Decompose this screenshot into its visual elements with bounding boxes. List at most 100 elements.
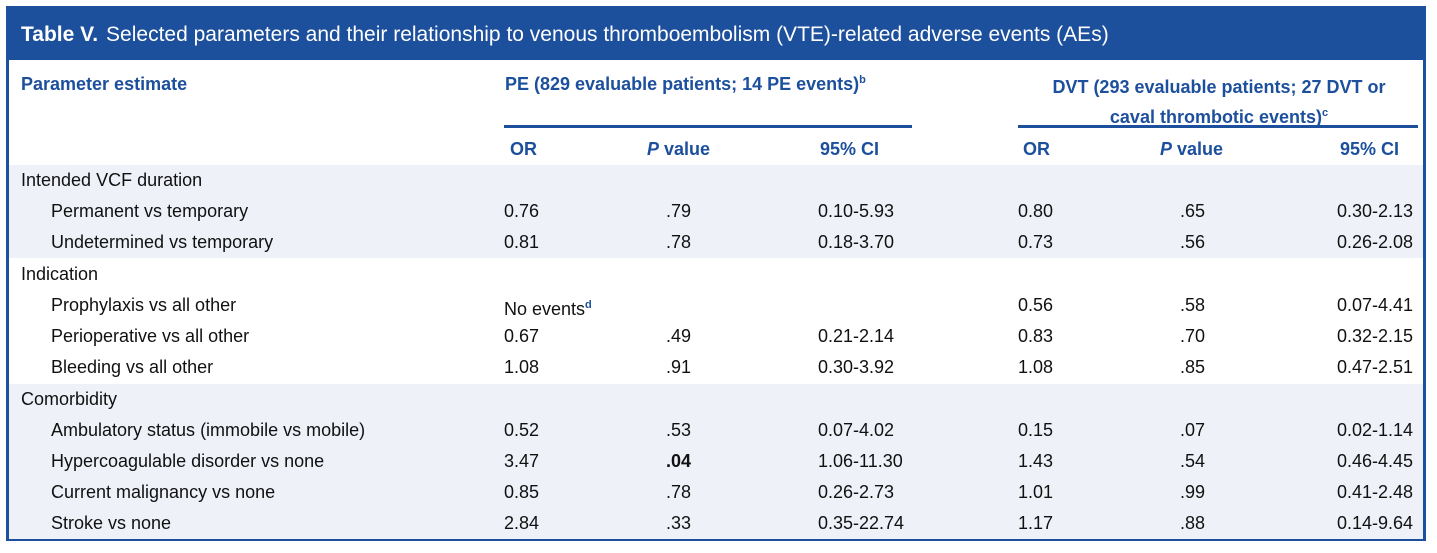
dvt-p-value: .99 — [1180, 482, 1206, 502]
header-dvt-p-rest: value — [1172, 139, 1224, 159]
row-label: Undetermined vs temporary — [51, 232, 274, 252]
header-dvt-group-line2-text: caval thrombotic events) — [1109, 107, 1322, 127]
pe-p-value: .79 — [666, 201, 692, 221]
header-pe-footnote: b — [859, 74, 866, 86]
section-label: Indication — [21, 264, 99, 284]
pe-p-value: .78 — [666, 482, 692, 502]
header-pe-or: OR — [510, 139, 537, 159]
pe-or-text: No events — [504, 299, 586, 319]
row-label: Stroke vs none — [51, 513, 172, 533]
pe-or: 0.76 — [504, 201, 540, 221]
table-row: Perioperative vs all other 0.67 .49 0.21… — [9, 321, 1423, 352]
pe-or: 1.08 — [504, 357, 540, 377]
dvt-p-value: .07 — [1180, 420, 1206, 440]
pe-p-value: .78 — [666, 232, 692, 252]
pe-or: 0.85 — [504, 482, 540, 502]
table-row: Prophylaxis vs all other No eventsd 0.56… — [9, 290, 1423, 321]
pe-ci: 0.35-22.74 — [818, 513, 905, 533]
table-row: Permanent vs temporary 0.76 .79 0.10-5.9… — [9, 196, 1423, 227]
dvt-or: 0.83 — [1018, 326, 1054, 346]
row-label: Current malignancy vs none — [51, 482, 276, 502]
dvt-or: 1.01 — [1018, 482, 1054, 502]
section-row-indication: Indication — [9, 259, 1423, 290]
header-pe-group-text: PE (829 evaluable patients; 14 PE events… — [505, 74, 860, 94]
header-dvt-ci: 95% CI — [1340, 139, 1400, 159]
dvt-or: 0.80 — [1018, 201, 1054, 221]
pe-or: 0.52 — [504, 420, 540, 440]
pe-p-value: .91 — [666, 357, 692, 377]
table-row: Current malignancy vs none 0.85 .78 0.26… — [9, 477, 1423, 508]
pe-p-value: .53 — [666, 420, 692, 440]
header-dvt-group-line2: caval thrombotic events)c — [1019, 100, 1419, 130]
dvt-ci: 0.14-9.64 — [1336, 513, 1413, 533]
header-pe-ci: 95% CI — [820, 139, 880, 159]
header-pe-p-italic: P — [647, 139, 660, 159]
header-dvt-group-line1: DVT (293 evaluable patients; 27 DVT or — [1052, 77, 1386, 97]
dvt-ci: 0.47-2.51 — [1336, 357, 1413, 377]
dvt-ci: 0.02-1.14 — [1336, 420, 1413, 440]
dvt-or: 1.43 — [1018, 451, 1054, 471]
dvt-ci: 0.41-2.48 — [1336, 482, 1413, 502]
dvt-or: 0.56 — [1018, 295, 1054, 315]
row-label: Permanent vs temporary — [51, 201, 249, 221]
pe-or: 0.67 — [504, 326, 540, 346]
header-dvt-group: DVT (293 evaluable patients; 27 DVT or c… — [1019, 74, 1419, 130]
pe-ci: 1.06-11.30 — [818, 451, 903, 471]
header-pe-p-rest: value — [659, 139, 711, 159]
dvt-group-rule — [1018, 125, 1418, 128]
pe-or: 2.84 — [504, 513, 540, 533]
section-label: Comorbidity — [21, 389, 118, 409]
pe-ci: 0.30-3.92 — [818, 357, 895, 377]
table-frame: Table V. Selected parameters and their re… — [6, 6, 1426, 541]
dvt-p-value: .88 — [1180, 513, 1206, 533]
section-label: Intended VCF duration — [21, 170, 203, 190]
dvt-ci: 0.30-2.13 — [1336, 201, 1413, 221]
dvt-ci: 0.07-4.41 — [1336, 295, 1413, 315]
header-dvt-p-italic: P — [1160, 139, 1173, 159]
table-header: Parameter estimate PE (829 evaluable pat… — [9, 60, 1423, 170]
dvt-or: 1.08 — [1018, 357, 1054, 377]
table-row: Bleeding vs all other 1.08 .91 0.30-3.92… — [9, 352, 1423, 383]
pe-ci: 0.21-2.14 — [818, 326, 895, 346]
dvt-or: 0.73 — [1018, 232, 1054, 252]
pe-or: 0.81 — [504, 232, 540, 252]
pe-or: 3.47 — [504, 451, 540, 471]
table-title-bar: Table V. Selected parameters and their re… — [9, 9, 1423, 60]
dvt-p-value: .65 — [1180, 201, 1206, 221]
dvt-ci: 0.32-2.15 — [1336, 326, 1413, 346]
table-title: Selected parameters and their relationsh… — [106, 23, 1109, 46]
table-row: Undetermined vs temporary 0.81 .78 0.18-… — [9, 227, 1423, 258]
row-label: Ambulatory status (immobile vs mobile) — [51, 420, 366, 440]
pe-ci: 0.07-4.02 — [818, 420, 895, 440]
table-row: Stroke vs none 2.84 .33 0.35-22.74 1.17 … — [9, 508, 1423, 539]
dvt-ci: 0.46-4.45 — [1336, 451, 1413, 471]
dvt-p-value: .85 — [1180, 357, 1206, 377]
pe-p-value-significant: .04 — [666, 451, 692, 471]
pe-or-footnote: d — [585, 299, 592, 311]
pe-p-value: .49 — [666, 326, 692, 346]
table-row: Ambulatory status (immobile vs mobile) 0… — [9, 415, 1423, 446]
dvt-p-value: .56 — [1180, 232, 1206, 252]
pe-ci: 0.10-5.93 — [818, 201, 895, 221]
row-label: Hypercoagulable disorder vs none — [51, 451, 325, 471]
header-dvt-p-value: P value — [1160, 139, 1223, 160]
pe-p-value: .33 — [666, 513, 692, 533]
row-label: Perioperative vs all other — [51, 326, 250, 346]
header-pe-group: PE (829 evaluable patients; 14 PE events… — [505, 74, 866, 95]
header-dvt-footnote: c — [1321, 107, 1329, 119]
pe-ci: 0.26-2.73 — [818, 482, 895, 502]
pe-or: No eventsd — [504, 290, 592, 325]
row-label: Prophylaxis vs all other — [51, 295, 237, 315]
dvt-p-value: .70 — [1180, 326, 1206, 346]
table-number: Table V. — [21, 23, 99, 46]
dvt-ci: 0.26-2.08 — [1336, 232, 1413, 252]
pe-ci: 0.18-3.70 — [818, 232, 895, 252]
table-row: Hypercoagulable disorder vs none 3.47 .0… — [9, 446, 1423, 477]
dvt-or: 1.17 — [1018, 513, 1054, 533]
dvt-p-value: .54 — [1180, 451, 1206, 471]
dvt-or: 0.15 — [1018, 420, 1054, 440]
row-label: Bleeding vs all other — [51, 357, 214, 377]
section-row-comorbidity: Comorbidity — [9, 384, 1423, 415]
header-parameter-estimate: Parameter estimate — [21, 74, 188, 94]
header-pe-p-value: P value — [647, 139, 710, 160]
